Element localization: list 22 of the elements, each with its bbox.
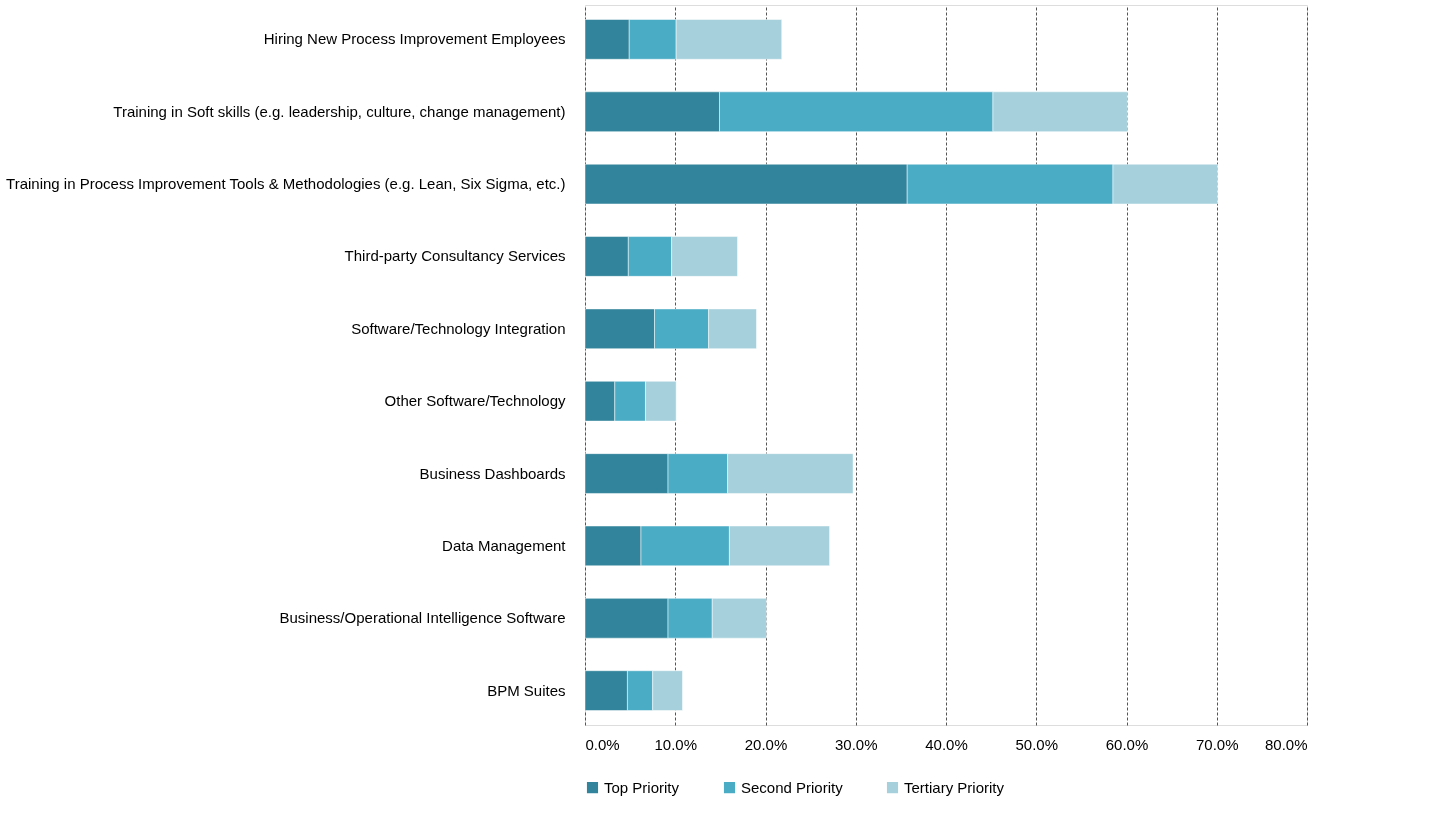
legend-label: Second Priority [741,778,844,796]
x-tick-label: 20.0% [744,735,788,753]
y-tick-label: Hiring New Process Improvement Employees [263,30,566,48]
legend-label: Tertiary Priority [904,778,1005,796]
x-tick-label: 0.0% [585,735,620,753]
y-tick-label: Business Dashboards [419,464,566,482]
x-tick-label: 10.0% [654,735,698,753]
y-tick-label: Training in Process Improvement Tools & Methodologies (e.g. Lean, Six Sigma, etc.) [6,175,566,193]
y-tick-label: Third-party Consultancy Services [344,247,566,265]
y-tick-label: Software/Technology Integration [351,319,566,337]
y-tick-label: Data Management [442,536,567,554]
y-tick-label: BPM Suites [487,681,566,699]
x-tick-label: 70.0% [1195,735,1239,753]
x-tick-label: 40.0% [925,735,968,753]
x-tick-label: 60.0% [1105,735,1149,753]
x-tick-label: 80.0% [1264,735,1308,753]
x-tick-label: 30.0% [834,735,878,753]
y-tick-label: Other Software/Technology [384,392,566,410]
legend-label: Top Priority [604,778,680,796]
x-tick-label: 50.0% [1015,735,1059,753]
y-tick-label: Training in Soft skills (e.g. leadership, culture, change management) [113,102,566,120]
y-tick-label: Business/Operational Intelligence Software [279,609,566,627]
